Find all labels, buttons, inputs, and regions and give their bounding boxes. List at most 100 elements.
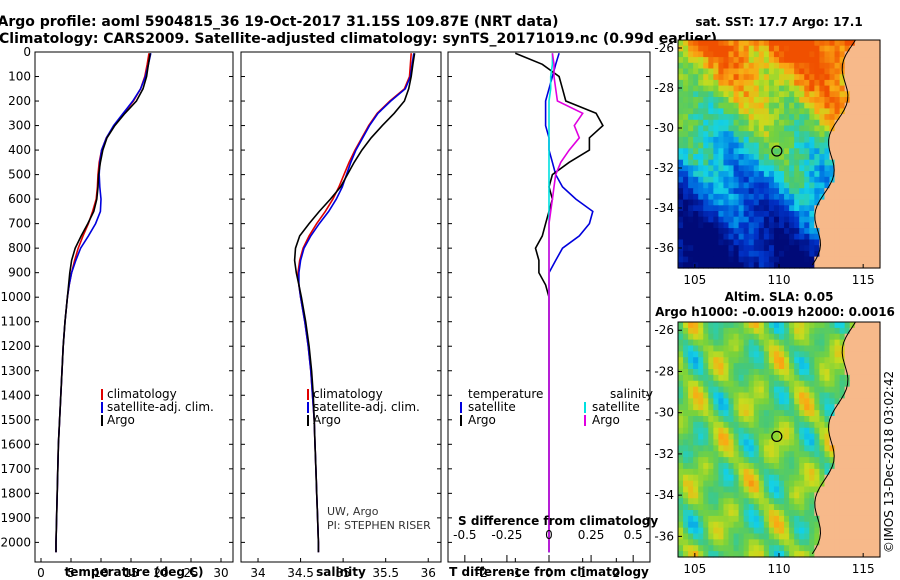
sst-cell [814,45,820,52]
sla-cell [819,410,826,417]
sla-cell [698,386,704,394]
sla-cell [683,357,689,364]
sla-cell [713,345,719,352]
sst-cell [784,142,790,149]
x-tick-label: 34 [250,566,265,580]
sst-cell [824,193,831,201]
sla-cell [779,439,785,446]
sla-cell [738,468,745,476]
sst-cell [824,233,831,241]
sst-cell [773,171,780,178]
sst-cell [698,211,704,218]
sla-cell [738,427,745,435]
sst-cell [773,102,780,109]
sst-cell [703,256,709,263]
sst-cell [738,102,745,109]
sla-cell [804,339,810,347]
sla-cell [839,533,846,540]
sla-cell [849,539,856,546]
salinity-panel: 34 34.5 35 35.5 36salinityclimatologysatelli… [240,51,442,580]
sst-cell [864,85,871,92]
sst-cell [789,188,795,195]
sst-cell [678,131,684,138]
sla-cell [738,515,745,523]
sst-cell [763,165,770,172]
sst-cell [819,136,826,144]
sst-cell [753,171,760,178]
sla-cell [743,545,750,552]
sla-cell [713,486,719,493]
sst-cell [728,102,735,109]
sla-cell [814,357,820,364]
sla-cell [698,351,704,358]
sla-cell [723,374,730,382]
sst-cell [824,102,831,109]
sla-cell [698,463,704,470]
sla-cell [784,480,790,488]
sst-cell [804,142,810,149]
sst-cell [678,228,684,235]
x-tick-label: 5 [67,566,75,580]
sst-cell [844,193,851,201]
sst-cell [738,74,745,81]
sla-cell [829,363,836,370]
sla-cell [698,533,704,540]
sst-cell [874,119,881,127]
sst-cell [784,216,790,223]
sla-cell [814,374,820,382]
sla-cell [703,410,709,417]
sla-cell [743,369,750,376]
sst-cell [819,45,826,52]
sla-cell [688,457,694,464]
sla-cell [849,345,856,352]
x-tick-label: -1 [509,566,521,580]
sla-cell [688,410,694,417]
sst-cell [804,182,810,189]
sla-cell [763,416,770,423]
sst-cell [723,142,730,149]
sst-cell [693,79,699,87]
sla-cell [698,439,704,446]
sla-cell [779,369,785,376]
sst-cell [693,233,699,241]
sla-cell [693,322,699,329]
sst-cell [693,51,699,58]
sla-cell [814,480,820,488]
sla-cell [743,474,750,482]
sla-cell [864,551,871,558]
sla-cell [683,480,689,488]
sst-cell [804,262,810,269]
sst-cell [849,108,856,115]
sst-cell [849,79,856,87]
sst-cell [713,136,719,144]
annotation: PI: STEPHEN RISER [327,519,431,532]
sla-cell [779,498,785,505]
sst-cell [683,228,689,235]
sst-cell [683,211,689,218]
sst-cell [748,40,755,47]
sla-cell [703,468,709,476]
sst-cell [784,199,790,206]
sst-cell [698,216,704,223]
sst-cell [779,97,785,104]
sst-cell [859,250,866,258]
sst-cell [829,182,836,189]
sla-cell [854,404,861,411]
sst-cell [869,256,876,263]
sst-cell [834,119,841,127]
sla-cell [849,439,856,446]
sst-cell [743,193,750,201]
sst-cell [874,205,881,212]
sst-cell [824,148,831,155]
sla-cell [814,410,820,417]
sla-cell [758,551,765,558]
sst-cell [804,216,810,223]
sla-cell [738,374,745,382]
sla-cell [758,374,765,382]
sst-cell [859,245,866,252]
sst-cell [738,222,745,229]
sla-cell [779,427,785,435]
sst-cell [819,176,826,184]
sst-cell [834,62,841,70]
sst-cell [874,199,881,206]
